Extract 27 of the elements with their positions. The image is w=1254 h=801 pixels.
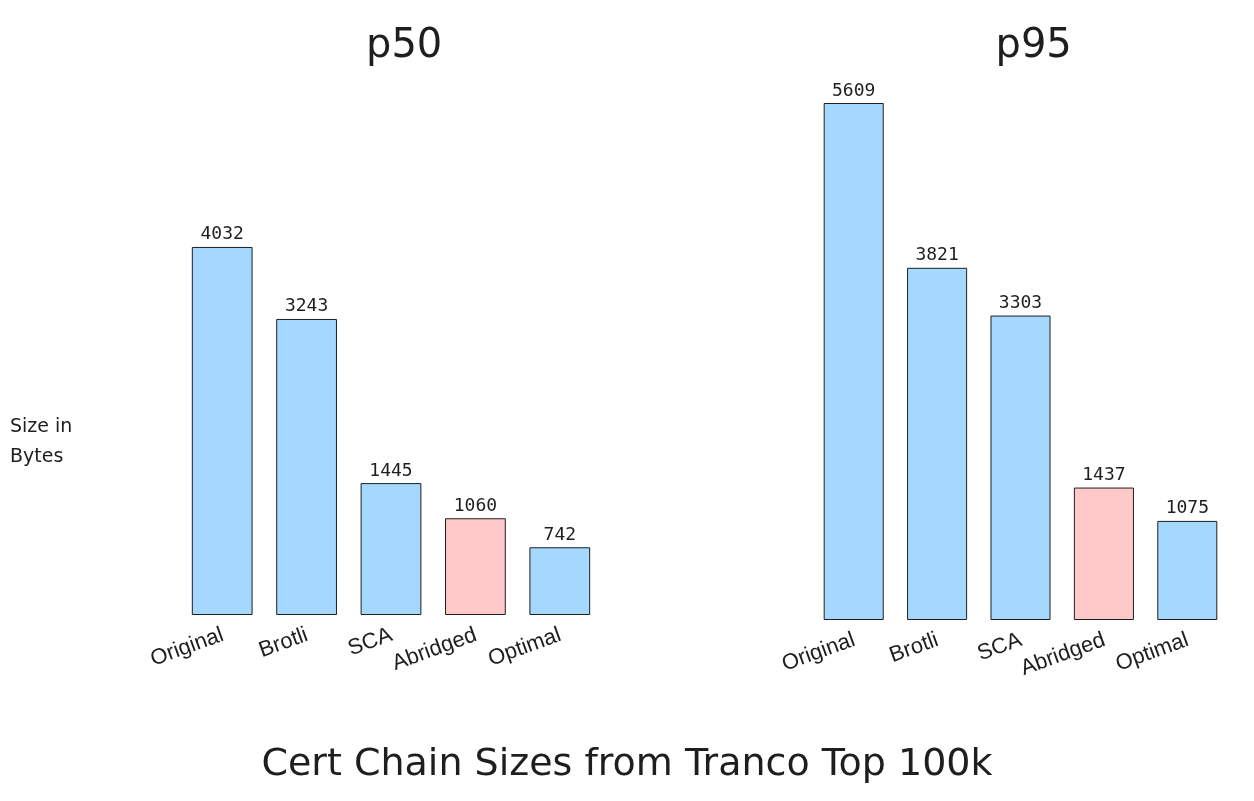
data-label: 5609 [832, 78, 876, 100]
x-tick-label: Brotli [885, 626, 942, 667]
data-label: 1445 [369, 458, 413, 480]
x-tick-label: SCA [344, 621, 396, 661]
bar [276, 318, 337, 615]
bar [445, 518, 506, 615]
bar [823, 103, 884, 620]
x-tick-label: Brotli [255, 621, 311, 662]
data-label: 1075 [1165, 496, 1209, 518]
data-label: 1060 [453, 493, 498, 515]
bar [1157, 520, 1218, 620]
data-label: 3243 [284, 294, 329, 316]
bar [1073, 487, 1134, 620]
bar [360, 483, 422, 615]
bar [191, 246, 253, 615]
data-label: 742 [543, 522, 577, 544]
data-label: 3303 [998, 291, 1043, 313]
text: Cert Chain Sizes from Tranco Top 100k [260, 740, 994, 784]
chart-title: p95 [995, 20, 1072, 66]
y-axis-title: Size in Bytes [10, 413, 74, 468]
bar [529, 547, 591, 615]
chart-title: p50 [366, 20, 443, 66]
bar [907, 267, 968, 620]
data-label: 3821 [915, 243, 959, 265]
data-label: 4032 [200, 222, 244, 244]
data-label: 1437 [1082, 463, 1126, 485]
bar [990, 315, 1051, 620]
